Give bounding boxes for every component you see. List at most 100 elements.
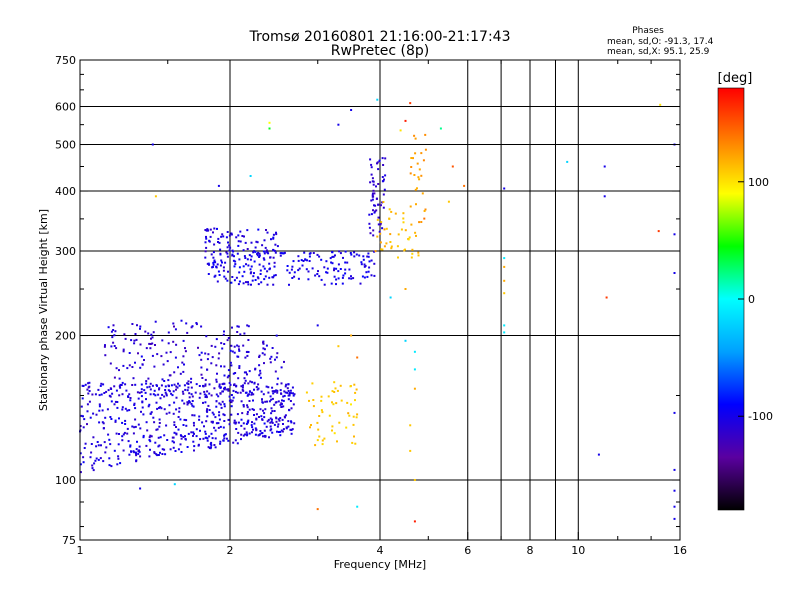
data-point (300, 259, 303, 262)
data-point (118, 369, 120, 372)
data-point (175, 385, 178, 388)
data-point (237, 431, 240, 434)
data-point (291, 265, 294, 268)
data-point (193, 432, 195, 435)
data-point (238, 349, 241, 352)
data-point (227, 389, 230, 392)
data-point (375, 209, 378, 212)
data-point (220, 406, 223, 409)
data-point (149, 440, 152, 443)
data-point (290, 268, 293, 271)
data-point (151, 342, 154, 345)
data-point (265, 229, 267, 231)
data-point (98, 409, 101, 412)
data-point (227, 337, 230, 339)
data-point (279, 403, 282, 406)
data-point (276, 391, 279, 394)
data-point (115, 347, 118, 350)
data-point (307, 278, 310, 281)
y-tick-label: 500 (55, 139, 76, 152)
data-point (250, 271, 253, 274)
data-point (268, 436, 270, 439)
data-point (88, 385, 91, 388)
data-point (117, 457, 120, 460)
data-point (206, 415, 209, 418)
data-point (222, 333, 225, 336)
data-point (410, 157, 413, 159)
data-point (118, 433, 120, 435)
data-point (139, 325, 142, 328)
data-point (249, 390, 251, 393)
data-point (238, 258, 241, 261)
data-point (275, 334, 278, 337)
data-point (326, 267, 329, 270)
data-point (233, 383, 236, 386)
data-point (214, 429, 217, 432)
data-point (382, 201, 385, 203)
data-point (259, 430, 262, 432)
data-point (417, 251, 420, 254)
data-point (230, 233, 233, 236)
data-point (325, 271, 328, 274)
data-point (199, 392, 202, 395)
data-point (371, 194, 374, 197)
data-point (308, 260, 311, 262)
colorbar-tick-label: -100 (748, 410, 773, 423)
data-point (241, 386, 244, 389)
data-point (333, 267, 336, 270)
data-point (110, 418, 113, 420)
data-point (247, 264, 250, 267)
data-point (421, 192, 424, 195)
data-point (247, 382, 250, 385)
data-point (236, 442, 239, 445)
data-point (228, 234, 231, 237)
data-point (219, 248, 222, 251)
data-point (128, 453, 131, 456)
data-point (98, 421, 101, 424)
x-tick-label: 4 (377, 544, 384, 557)
data-point (122, 449, 125, 452)
data-point (328, 414, 331, 417)
data-point (82, 415, 84, 418)
data-point (210, 253, 213, 256)
data-point (297, 269, 300, 272)
data-point (117, 455, 120, 458)
data-point (126, 409, 129, 412)
data-point (305, 391, 308, 394)
data-point (673, 411, 676, 414)
data-point (193, 449, 195, 452)
data-point (142, 436, 145, 439)
data-point (102, 427, 105, 430)
data-point (161, 448, 164, 451)
data-point (370, 166, 373, 169)
data-point (215, 405, 218, 408)
data-point (201, 377, 204, 379)
data-point (223, 388, 226, 391)
data-point (226, 255, 229, 258)
data-point (213, 275, 216, 278)
y-axis-label: Stationary phase Virtual Height [km] (37, 209, 50, 411)
data-point (124, 383, 127, 386)
data-point (251, 431, 253, 434)
data-point (165, 412, 168, 415)
data-point (673, 468, 676, 471)
data-point (190, 386, 193, 389)
data-point (242, 249, 245, 252)
data-point (206, 408, 209, 411)
data-point (159, 436, 162, 439)
data-point (128, 393, 131, 396)
data-point (171, 436, 174, 439)
data-point (190, 377, 193, 380)
data-point (108, 464, 111, 467)
data-point (134, 383, 137, 386)
data-point (261, 244, 264, 247)
grid-lines (80, 60, 680, 540)
data-point (330, 261, 333, 264)
data-point (249, 268, 252, 271)
data-point (244, 241, 247, 244)
data-point (373, 262, 376, 265)
data-point (256, 254, 259, 257)
data-point (353, 383, 356, 386)
data-point (223, 434, 226, 437)
data-point (212, 256, 215, 259)
